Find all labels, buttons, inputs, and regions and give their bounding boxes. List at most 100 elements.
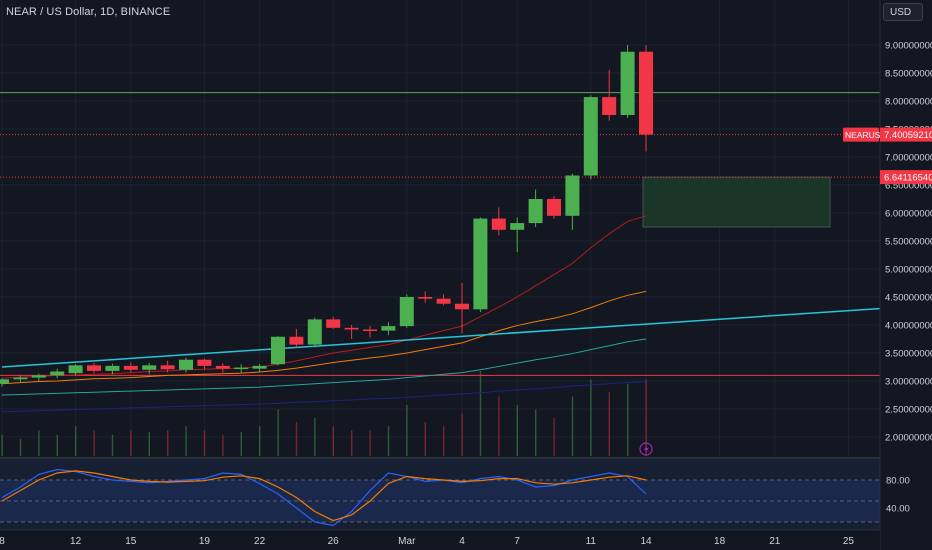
candle-body [528, 199, 543, 224]
y-tick-label: 3.00000000 [885, 377, 932, 388]
volume-bars [1, 371, 647, 456]
volume-bar [553, 417, 555, 456]
volume-bar [461, 413, 463, 456]
y-tick-label: 6.00000000 [885, 209, 932, 220]
y-tick-label: 6.50000000 [885, 181, 932, 192]
candle-body [289, 336, 304, 345]
candle-body [436, 298, 451, 304]
moving-average-line [1, 381, 647, 413]
y-tick-label: 8.00000000 [885, 97, 932, 108]
candle-body [344, 327, 359, 330]
x-tick-label: 14 [640, 536, 652, 547]
currency-button[interactable]: USD [883, 3, 923, 21]
volume-bar [424, 422, 426, 456]
demand-zone [642, 176, 831, 228]
level-price-tag [880, 170, 932, 185]
volume-bar [314, 417, 316, 456]
candle-body [473, 218, 488, 310]
x-tick-label: Mar [398, 536, 416, 547]
volume-bar [498, 396, 500, 456]
lightning-icon [644, 444, 649, 454]
x-tick-label: 4 [459, 536, 465, 547]
trendline [1, 307, 886, 368]
time-axis-background [0, 530, 880, 550]
candle-body [491, 218, 506, 230]
y-tick-label: 2.00000000 [885, 433, 932, 444]
candle-body [639, 51, 653, 135]
volume-bar [277, 409, 279, 456]
volume-bar [111, 434, 114, 456]
x-tick-label: 19 [199, 536, 211, 547]
volume-bar [56, 434, 58, 456]
volume-bar [167, 430, 169, 456]
y-tick-label: 9.00000000 [885, 41, 932, 52]
candle-body [326, 319, 341, 328]
stochastic-d-line [1, 470, 647, 522]
candle-body [418, 297, 433, 299]
volume-bar [259, 426, 261, 456]
x-tick-label: 22 [254, 536, 266, 547]
candle-body [105, 365, 120, 371]
x-tick-label: 11 [586, 536, 597, 547]
candle-body [50, 371, 65, 376]
price-scale-background [880, 0, 932, 550]
volume-bar [93, 430, 95, 456]
volume-bar [608, 392, 610, 456]
volume-bar [332, 426, 334, 456]
x-tick-label: 15 [125, 536, 137, 547]
stochastic-band [0, 480, 880, 522]
moving-average-line [1, 290, 647, 385]
volume-bar [185, 426, 187, 456]
volume-bar [240, 432, 242, 456]
stochastic-tick-label: 80.00 [886, 476, 910, 487]
level-price-label: 6.64116540 [884, 173, 932, 184]
symbol-tag-label: NEARUSD [845, 130, 887, 140]
candle-body [0, 379, 9, 384]
stochastic-k-line [1, 468, 647, 527]
stochastic-pane [0, 458, 880, 530]
volume-bar [351, 430, 353, 456]
candle-body [179, 359, 193, 370]
candle-body [620, 51, 635, 115]
x-tick-label: 26 [328, 536, 340, 547]
candle-body [381, 326, 396, 331]
volume-bar [627, 383, 629, 456]
moving-average-line [1, 215, 647, 379]
y-tick-label: 3.50000000 [885, 349, 932, 360]
candle-body [547, 199, 561, 216]
volume-bar [645, 379, 647, 456]
x-tick-label: 18 [714, 536, 726, 547]
candle-body [123, 365, 138, 370]
candle-body [399, 297, 414, 327]
x-tick-label: 8 [0, 536, 5, 547]
x-tick-label: 25 [843, 536, 855, 547]
volume-bar [516, 405, 518, 456]
last-price-tag [880, 127, 932, 142]
candles [0, 45, 653, 387]
volume-bar [203, 430, 206, 456]
candle-body [252, 365, 267, 369]
x-tick-label: 21 [769, 536, 781, 547]
volume-bar [479, 371, 482, 456]
event-marker-icon [639, 442, 653, 456]
candle-body [307, 319, 322, 345]
candle-body [234, 367, 249, 370]
volume-bar [222, 434, 224, 456]
y-tick-label: 8.50000000 [885, 69, 932, 80]
volume-bar [443, 426, 445, 456]
y-tick-label: 5.00000000 [885, 265, 932, 276]
candle-body [510, 223, 525, 230]
last-price-label: 7.40059210 [884, 130, 932, 141]
y-tick-label: 5.50000000 [885, 237, 932, 248]
volume-bar [406, 405, 408, 456]
volume-bar [295, 422, 298, 456]
stochastic-tick-label: 40.00 [886, 504, 910, 515]
price-scale: 9.000000008.500000008.000000007.50000000… [843, 0, 932, 550]
candle-body [363, 329, 377, 331]
candle-body [602, 97, 617, 115]
candle-body [215, 365, 230, 369]
volume-bar [369, 430, 371, 456]
volume-bar [75, 426, 77, 456]
volume-bar [38, 430, 40, 456]
